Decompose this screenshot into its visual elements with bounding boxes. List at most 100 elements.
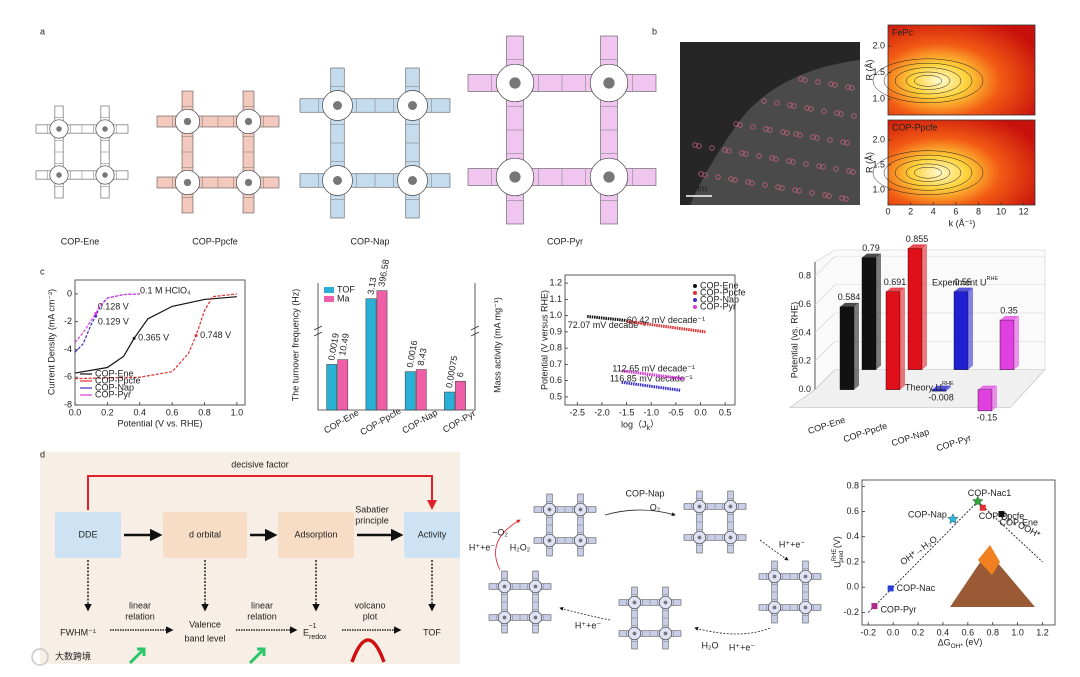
step-label: H⁺+e⁻ (575, 620, 602, 630)
slope-label: 116.85 mV decade⁻¹ (610, 374, 693, 384)
y-tick-label: 1.1 (549, 294, 562, 304)
axis-label: k (Å⁻¹) (949, 218, 976, 228)
legend-marker (693, 291, 697, 295)
flow-box-label: DDE (78, 529, 97, 539)
image-dark-region (680, 42, 860, 205)
metal-center (603, 171, 615, 183)
step-label: O₂ (650, 502, 661, 512)
contour (872, 150, 984, 195)
x-tick-label: -0.2 (860, 627, 876, 637)
axis-label-end: (V) (832, 536, 842, 551)
x-tick-label: 1.0 (231, 407, 244, 417)
metal-center (663, 631, 668, 636)
legend-label: COP-Nap (700, 294, 739, 304)
metal-center (803, 574, 808, 579)
framework (618, 586, 682, 650)
atom-spot (732, 177, 738, 183)
flow-box-label: d orbital (189, 529, 221, 539)
y-tick-label: 0.7 (549, 359, 562, 369)
axis-frame (317, 283, 476, 411)
metal-center (697, 535, 702, 540)
metal-center (547, 538, 552, 543)
x-tick-label: 1.2 (1036, 627, 1049, 637)
x-tick-label: -1.5 (619, 407, 635, 417)
atom-spot (850, 169, 856, 175)
scale-bar-label: 2 nm (687, 183, 707, 193)
watermark-icon (31, 648, 49, 666)
atom-spot (773, 156, 779, 162)
wavelet-map (887, 119, 1036, 206)
atom-spot (779, 185, 785, 191)
legend-swatch (324, 296, 334, 302)
bar-3d-side (900, 287, 905, 390)
bar-value-label: 0.0019 (326, 332, 341, 361)
axis-label: Potential (V vs. RHE) (117, 418, 202, 428)
metal-center (502, 584, 507, 589)
category-label: COP-Ppcfe (842, 421, 888, 445)
y-tick-label: -4 (64, 344, 72, 354)
legend-marker (693, 284, 697, 288)
relation-label: relation (247, 611, 277, 621)
axis-label: Potential (V versus RHE) (539, 290, 549, 390)
structure-name: COP-Nap (350, 236, 389, 246)
step-label: H⁺+e⁻ (729, 642, 756, 652)
volcano-label: volcano (354, 600, 385, 610)
bar (365, 298, 377, 411)
bar-3d-side (1014, 316, 1019, 370)
atom-spot (696, 143, 702, 149)
x-tick-label: -0.5 (668, 407, 684, 417)
atom-spot (698, 171, 704, 177)
x-tick-label: -2.5 (570, 407, 586, 417)
point (972, 495, 984, 507)
bar (415, 369, 427, 411)
atom-spot (814, 135, 820, 141)
step-label: −O₂ (492, 527, 508, 537)
atom-spot (733, 121, 739, 127)
point-label: COP-Nac (897, 583, 936, 593)
bar-3d-front (977, 389, 993, 412)
bar-value-label: 3.13 (365, 277, 378, 296)
framework (683, 490, 747, 554)
bar-3d-side (968, 287, 973, 370)
metal-center (102, 172, 108, 178)
metal-center (183, 178, 192, 187)
atom-spot (769, 155, 775, 161)
half-wave-point (132, 336, 136, 340)
category-label: COP-Pyr (441, 408, 477, 435)
atom-spot (821, 108, 827, 114)
valence-label: band level (184, 633, 225, 643)
panel-label: c (40, 266, 45, 276)
metal-center (772, 605, 777, 610)
cycle-arrow (694, 626, 771, 635)
decisive-label: decisive factor (231, 459, 289, 469)
framework (299, 67, 451, 219)
bar-value-label: 0.0016 (405, 340, 420, 369)
flow-box-label: Activity (418, 529, 447, 539)
metal-center (578, 538, 583, 543)
half-wave-label: 0.128 V (98, 301, 129, 311)
atom-spot (784, 130, 790, 136)
atom-spot (787, 102, 793, 108)
y-tick-label: 0.8 (798, 271, 811, 281)
y-tick-label: 0.6 (549, 375, 562, 385)
metal-center (803, 605, 808, 610)
volcano-curve (350, 638, 386, 663)
half-wave-label: 0.129 V (98, 317, 129, 327)
volcano-line (977, 501, 1043, 563)
axis-label: log（Jk） (621, 419, 659, 431)
y-tick-label: 0.5 (549, 391, 562, 401)
x-tick-label: 0.6 (962, 627, 975, 637)
lsv-curve (74, 296, 237, 374)
atom-spot (839, 195, 845, 201)
point (998, 511, 1005, 518)
volcano-lava (978, 545, 1000, 575)
bar-3d-top (840, 302, 859, 307)
metal-center (632, 600, 637, 605)
atom-spot (808, 106, 814, 112)
bar-3d-front (839, 306, 855, 390)
atom-spot (786, 158, 792, 164)
watermark: 大数跨境 (55, 650, 91, 661)
atom-spot (709, 145, 715, 151)
y-tick-label: 2.0 (872, 134, 885, 144)
bar-value-label: 0.855 (906, 234, 929, 244)
